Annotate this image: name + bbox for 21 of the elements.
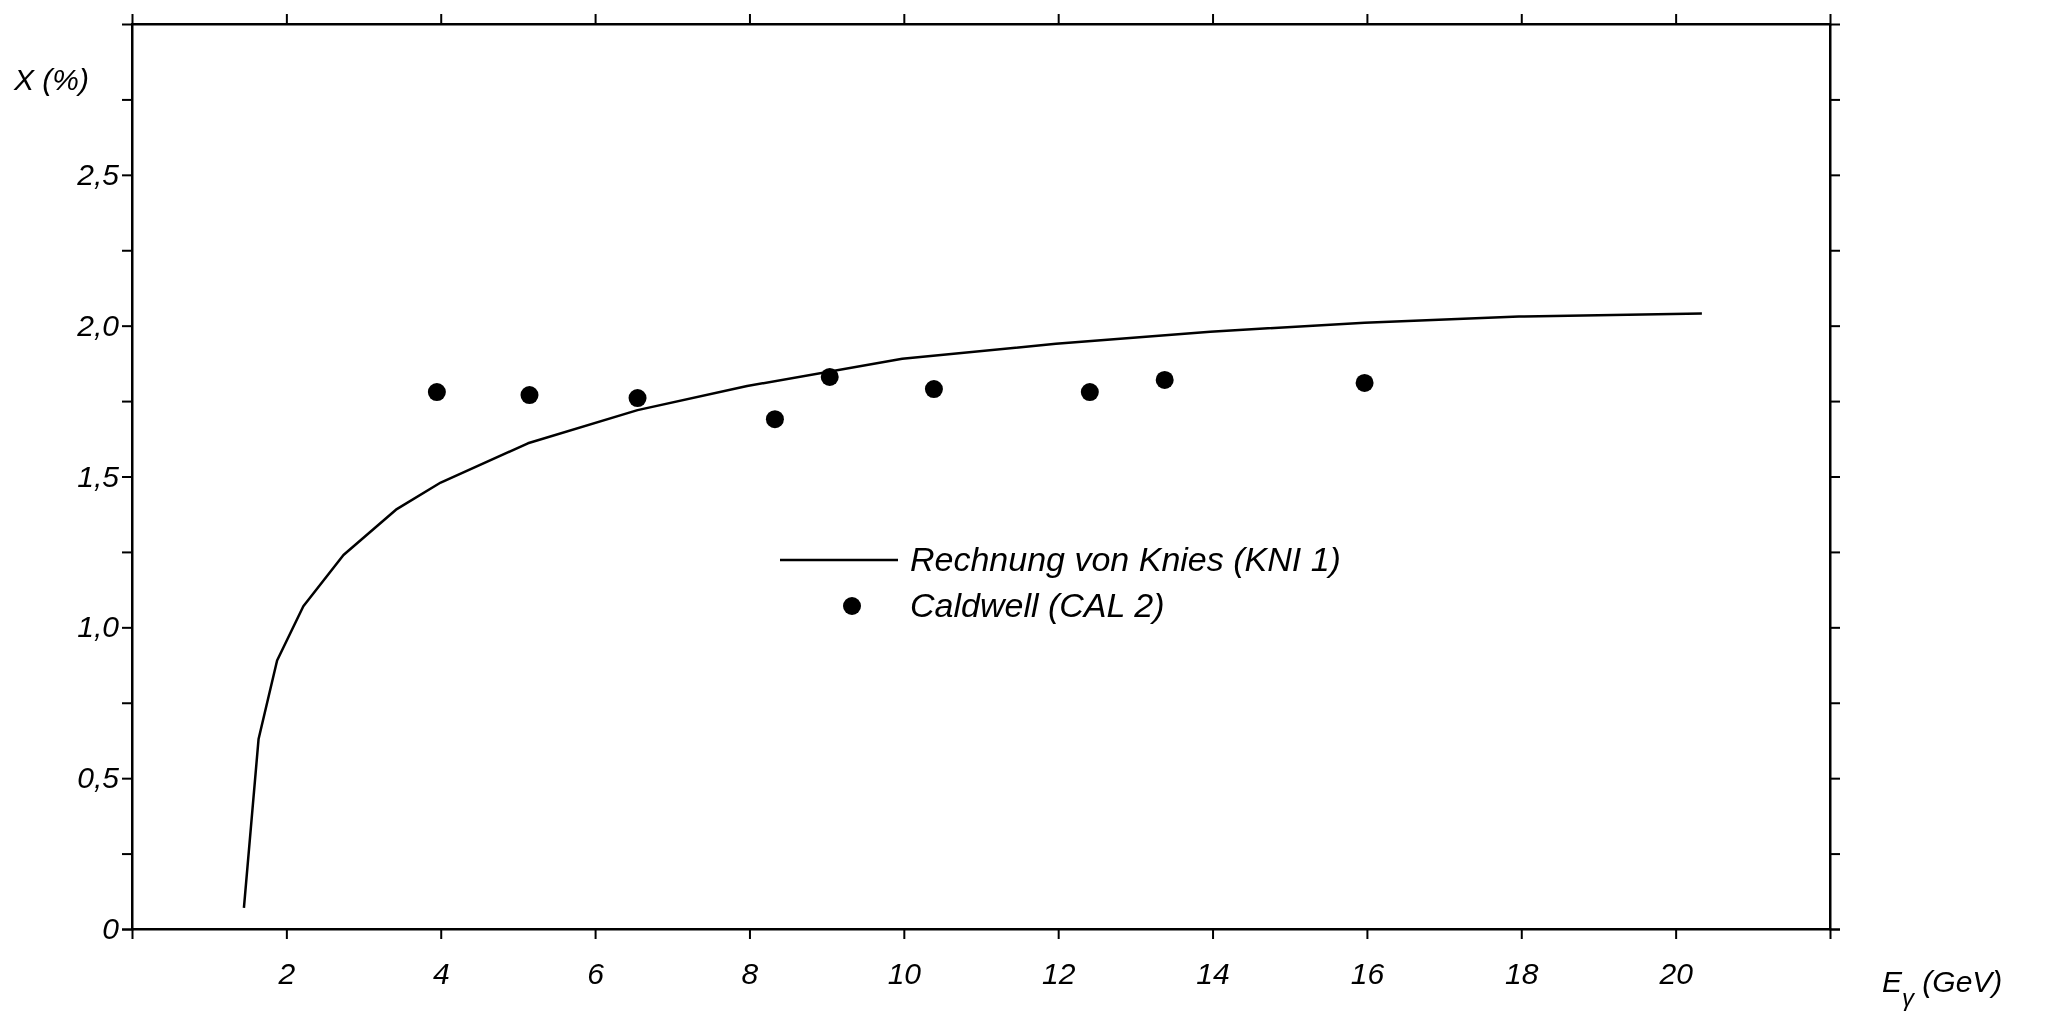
- x-tick-label: 16: [1350, 957, 1385, 990]
- y-axis-title: X (%): [13, 63, 89, 96]
- y-tick-label: 1,5: [77, 459, 120, 493]
- x-tick-label: 4: [432, 957, 450, 990]
- line-series: [242, 312, 1704, 910]
- x-tick-label: 18: [1505, 957, 1539, 990]
- y-tick-label: 2,0: [76, 308, 120, 342]
- y-tick-label: 0,5: [77, 761, 120, 795]
- legend-label: Caldwell (CAL 2): [910, 586, 1165, 624]
- x-axis-title: E$_{γ}$ (GeV): [1882, 965, 2003, 1011]
- x-tick-label: 20: [1658, 957, 1694, 990]
- y-tick-label: 0: [102, 912, 120, 946]
- x-tick-label: 6: [587, 957, 605, 990]
- y-tick-label: 1,0: [77, 610, 120, 644]
- y-tick-label: 2,5: [76, 157, 120, 191]
- x-tick-label: 8: [741, 957, 759, 990]
- legend-label: Rechnung von Knies (KNI 1): [910, 540, 1341, 578]
- x-tick-label: 2: [277, 957, 296, 990]
- x-tick-label: 14: [1196, 957, 1230, 990]
- x-tick-label: 10: [887, 957, 922, 990]
- x-tick-label: 12: [1041, 957, 1076, 990]
